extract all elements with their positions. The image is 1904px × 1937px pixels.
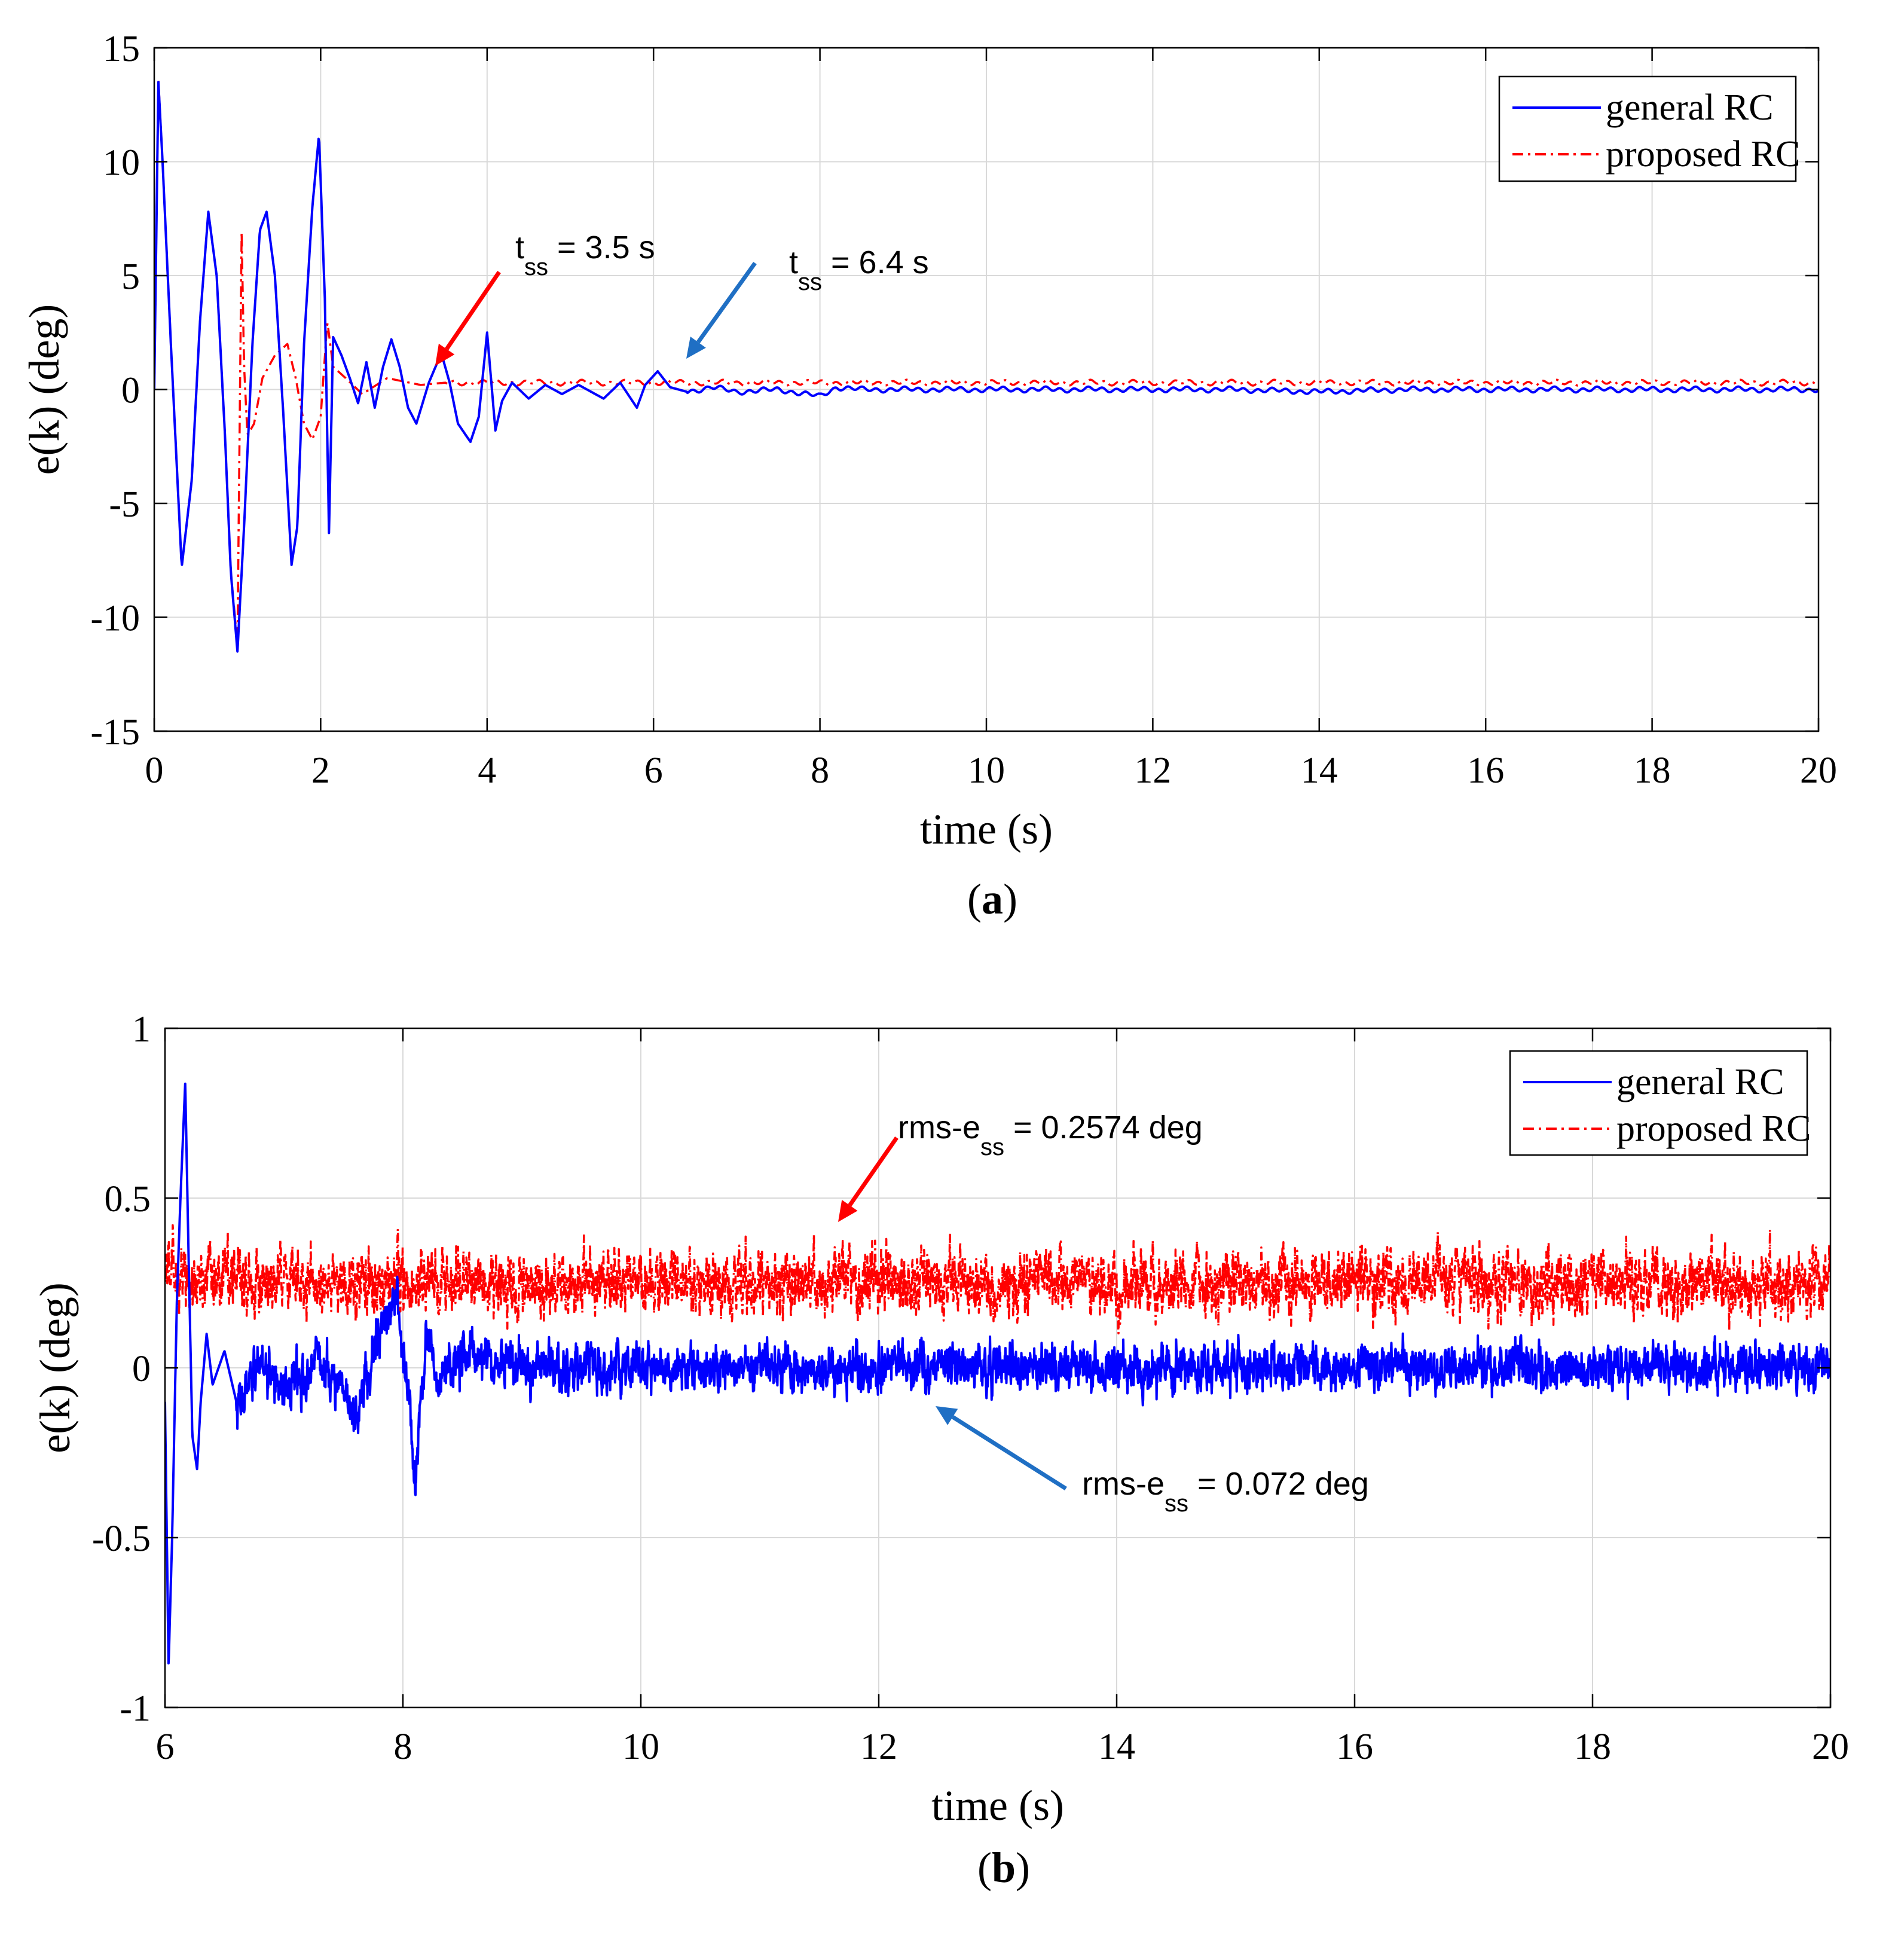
y-tick-label: 0	[132, 1349, 151, 1389]
annotation-blue: rms-ess = 0.072 deg	[936, 1406, 1369, 1517]
series-line-proposed-rc	[165, 1224, 1830, 1335]
x-tick-label: 8	[394, 1727, 412, 1767]
y-axis-label: e(k) (deg)	[31, 1282, 79, 1453]
panel-label-close: )	[1003, 875, 1017, 923]
annotation-value: = 3.5 s	[548, 230, 655, 265]
x-tick-label: 6	[156, 1727, 175, 1767]
annotation-arrow-head	[838, 1199, 858, 1222]
panel-label: (a)	[967, 875, 1017, 923]
legend: general RC proposed RC	[1509, 1050, 1811, 1156]
annotation-arrow-shaft	[848, 1136, 898, 1207]
y-tick-label: 10	[103, 143, 140, 184]
annotation-base: rms-e	[898, 1110, 980, 1145]
annotation-base: rms-e	[1082, 1466, 1165, 1502]
annotation-subscript: ss	[1165, 1490, 1188, 1517]
x-tick-label: 10	[622, 1727, 659, 1767]
y-tick-label: 0	[121, 371, 140, 411]
legend: general RC proposed RC	[1498, 75, 1801, 182]
annotation-arrow-head	[435, 343, 455, 366]
y-tick-label: 5	[121, 256, 140, 297]
annotation-base: t	[515, 230, 524, 265]
x-tick-label: 8	[811, 750, 829, 791]
annotation-arrow-shaft	[951, 1415, 1067, 1490]
annotation-arrow-shaft	[445, 271, 501, 350]
annotation-text: rms-ess = 0.2574 deg	[898, 1110, 1203, 1160]
x-tick-label: 0	[145, 750, 164, 791]
annotation-subscript: ss	[524, 254, 548, 280]
series-line-general-rc	[154, 81, 1819, 653]
annotation-value: = 0.2574 deg	[1004, 1110, 1203, 1145]
x-tick-label: 6	[644, 750, 663, 791]
annotation-arrow-shaft	[696, 261, 757, 344]
panel-label-close: )	[1016, 1844, 1030, 1892]
annotation-blue: tss = 6.4 s	[686, 245, 929, 359]
x-tick-label: 10	[968, 750, 1005, 791]
x-tick-label: 12	[1134, 750, 1171, 791]
legend-box	[1509, 1050, 1808, 1156]
x-axis-label: time (s)	[920, 805, 1053, 853]
x-tick-label: 16	[1467, 750, 1504, 791]
legend-label: general RC	[1606, 87, 1774, 128]
y-tick-label: 15	[103, 29, 140, 69]
y-tick-label: -1	[120, 1688, 151, 1729]
panel-label-open: (	[967, 875, 982, 923]
annotation-arrow-head	[936, 1406, 958, 1425]
y-axis-label: e(k) (deg)	[20, 304, 68, 475]
panel-label-open: (	[977, 1844, 992, 1892]
x-tick-label: 14	[1301, 750, 1338, 791]
x-axis-label: time (s)	[931, 1782, 1064, 1829]
annotation-red: tss = 3.5 s	[435, 230, 655, 366]
legend-label: general RC	[1616, 1062, 1784, 1102]
y-tick-label: -0.5	[92, 1519, 151, 1559]
annotation-subscript: ss	[798, 269, 822, 295]
series-line-general-rc	[165, 1082, 1830, 1665]
x-tick-label: 18	[1634, 750, 1671, 791]
panel-label: (b)	[977, 1844, 1030, 1892]
panel-b-chart: 6 8 10 12 14 16 18 20 1 0.5 0 -0.5 -1 time (s) e(k) (d…	[31, 1009, 1849, 1892]
x-tick-label: 18	[1574, 1727, 1611, 1767]
y-tick-label: 0.5	[105, 1179, 151, 1220]
panel-label-letter: b	[992, 1844, 1016, 1892]
legend-box	[1498, 75, 1797, 182]
annotation-value: = 0.072 deg	[1188, 1466, 1369, 1502]
legend-label: proposed RC	[1606, 134, 1801, 175]
x-tick-label: 14	[1098, 1727, 1135, 1767]
panel-a-chart: 0 2 4 6 8 10 12 14 16 18 20 15 10 5 0 -5 -10 -15 time (s) e…	[20, 29, 1837, 923]
x-tick-label: 4	[478, 750, 496, 791]
x-tick-label: 20	[1812, 1727, 1849, 1767]
annotation-subscript: ss	[980, 1134, 1004, 1160]
x-tick-label: 2	[311, 750, 330, 791]
annotation-arrow-head	[686, 337, 706, 359]
series-line-proposed-rc	[154, 78, 1819, 646]
annotation-base: t	[789, 245, 798, 280]
y-tick-label: 1	[132, 1009, 151, 1050]
annotation-text: rms-ess = 0.072 deg	[1082, 1466, 1369, 1517]
y-tick-label: -15	[90, 712, 140, 753]
x-tick-label: 12	[860, 1727, 897, 1767]
legend-label: proposed RC	[1616, 1108, 1811, 1149]
y-tick-label: -10	[90, 598, 140, 639]
annotation-value: = 6.4 s	[822, 245, 929, 280]
y-tick-label: -5	[109, 484, 140, 525]
annotation-text: tss = 6.4 s	[789, 245, 929, 295]
annotation-red: rms-ess = 0.2574 deg	[838, 1110, 1203, 1222]
x-tick-label: 20	[1800, 750, 1837, 791]
panel-label-letter: a	[982, 875, 1003, 923]
annotation-text: tss = 3.5 s	[515, 230, 655, 280]
x-tick-label: 16	[1336, 1727, 1373, 1767]
